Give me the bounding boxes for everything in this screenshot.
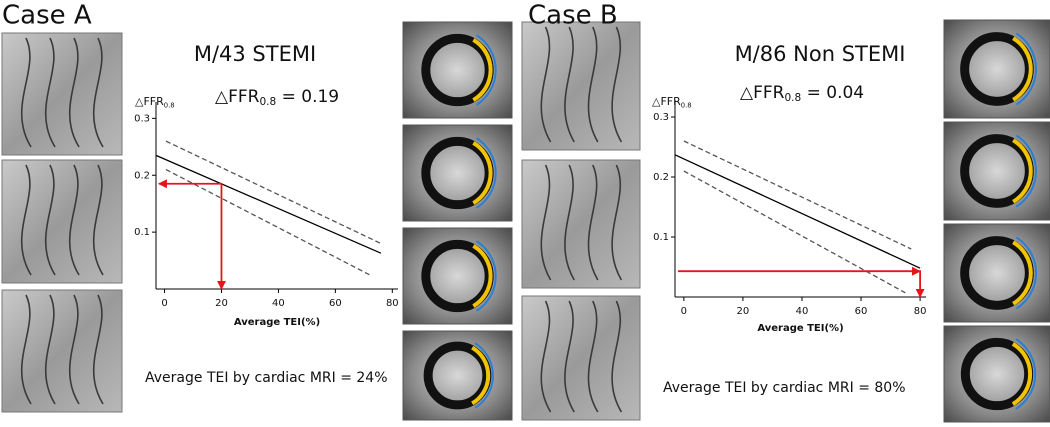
- vessel: [564, 164, 575, 281]
- reading-arrow: [677, 266, 925, 298]
- vessel: [564, 26, 575, 143]
- caption: Average TEI by cardiac MRI = 80%: [663, 380, 906, 396]
- y-tick-label: 0.1: [134, 227, 150, 238]
- y-axis-label-sub: 0.8: [164, 101, 175, 109]
- epicardial-contour: [1015, 338, 1037, 410]
- y-axis-label: △FFR0.8: [135, 95, 175, 109]
- confidence-line: [683, 140, 912, 250]
- x-axis-label: Average TEI(%): [234, 317, 320, 328]
- vessel: [44, 164, 56, 276]
- x-axis-label: Average TEI(%): [757, 323, 843, 334]
- x-tick-label: 20: [215, 298, 228, 309]
- caption: Average TEI by cardiac MRI = 24%: [145, 370, 388, 386]
- vessel: [68, 164, 80, 276]
- confidence-line: [683, 170, 906, 294]
- epicardial-contour: [475, 34, 497, 106]
- confidence-line: [165, 168, 370, 276]
- chart: Case BM/86 Non STEMI△FFR0.8 = 0.04△FFR0.…: [528, 1, 926, 397]
- vessel: [20, 294, 32, 405]
- annotation-base: △FFR: [740, 83, 785, 103]
- vessel: [587, 164, 599, 281]
- y-axis-label-sub: 0.8: [681, 101, 692, 109]
- vessel: [92, 164, 104, 276]
- vessel: [540, 164, 552, 281]
- vessel: [20, 37, 32, 148]
- vessel: [611, 26, 623, 143]
- epicardial-contour: [1015, 32, 1038, 106]
- infarct-contour: [1012, 36, 1033, 102]
- regression-line: [155, 154, 382, 254]
- reading-arrow: [157, 179, 226, 290]
- chart-title: M/86 Non STEMI: [735, 42, 906, 66]
- confidence-line: [165, 140, 382, 245]
- epicardial-contour: [475, 137, 497, 209]
- panel-label: Case B: [528, 1, 618, 31]
- y-tick-label: 0.3: [653, 112, 669, 123]
- x-tick-label: 80: [914, 306, 927, 317]
- angiogram: [1, 159, 123, 284]
- vessel: [540, 300, 552, 413]
- infarct-contour: [471, 345, 491, 406]
- y-tick-label: 0.2: [653, 172, 669, 183]
- epicardial-contour: [1015, 134, 1038, 208]
- panel-label: Case A: [2, 1, 92, 31]
- vessel: [587, 26, 599, 143]
- annotation-base: △FFR: [215, 87, 260, 107]
- epicardial-contour: [475, 240, 497, 312]
- infarct-contour: [472, 38, 493, 102]
- y-tick-label: 0.2: [134, 170, 150, 181]
- infarct-contour: [1012, 138, 1033, 204]
- epicardial-contour: [474, 342, 494, 409]
- angiogram: [521, 159, 641, 289]
- annotation: △FFR0.8 = 0.04: [740, 83, 864, 104]
- vessel: [44, 294, 56, 405]
- angiogram: [1, 289, 123, 413]
- x-tick-label: 60: [329, 298, 342, 309]
- y-tick-label: 0.1: [653, 232, 669, 243]
- x-tick-label: 20: [737, 306, 750, 317]
- vessel: [611, 164, 623, 281]
- annotation-sub: 0.8: [784, 92, 801, 104]
- regression-line: [674, 154, 921, 269]
- annotation-rest: = 0.04: [801, 83, 864, 103]
- y-tick-label: 0.3: [134, 113, 150, 124]
- chart-title: M/43 STEMI: [194, 42, 316, 66]
- x-tick-label: 0: [681, 306, 687, 317]
- infarct-contour: [1012, 240, 1033, 306]
- x-tick-label: 40: [272, 298, 285, 309]
- x-tick-label: 40: [796, 306, 809, 317]
- infarct-contour: [472, 141, 493, 205]
- vessel: [44, 37, 56, 148]
- epicardial-contour: [1015, 236, 1038, 310]
- vessel: [68, 37, 80, 148]
- x-tick-label: 80: [386, 298, 399, 309]
- chart: Case AM/43 STEMI△FFR0.8 = 0.19△FFR0.8Ave…: [2, 1, 399, 387]
- y-axis-label-base: △FFR: [135, 95, 164, 108]
- x-tick-label: 0: [161, 298, 167, 309]
- vessel: [68, 294, 80, 405]
- infarct-contour: [1011, 342, 1033, 406]
- infarct-contour: [472, 244, 493, 308]
- y-axis-label: △FFR0.8: [652, 95, 692, 109]
- angiogram: [1, 32, 123, 156]
- annotation-sub: 0.8: [259, 96, 276, 108]
- vessel: [92, 294, 104, 405]
- images: [1, 19, 1050, 423]
- vessel: [540, 26, 552, 143]
- angiogram: [521, 295, 641, 421]
- angiogram: [521, 21, 641, 151]
- vessel: [611, 300, 623, 413]
- annotation: △FFR0.8 = 0.19: [215, 87, 339, 108]
- vessel: [92, 37, 104, 148]
- vessel: [564, 300, 575, 413]
- vessel: [20, 164, 32, 276]
- y-axis-label-base: △FFR: [652, 95, 681, 108]
- vessel: [587, 300, 599, 413]
- x-tick-label: 60: [855, 306, 868, 317]
- annotation-rest: = 0.19: [276, 87, 339, 107]
